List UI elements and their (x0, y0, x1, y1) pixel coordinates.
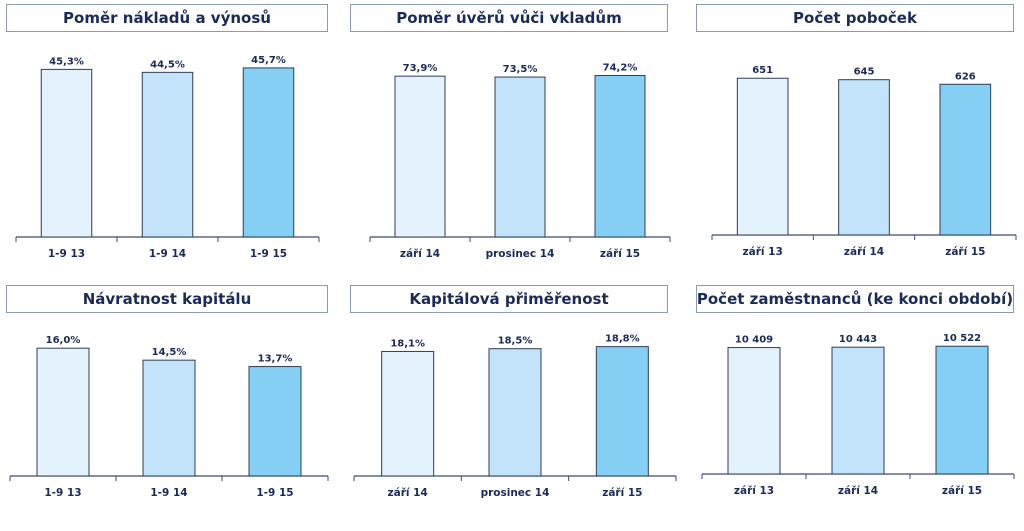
bar (831, 346, 885, 475)
bar (248, 366, 302, 477)
x-tick-label: 1-9 14 (149, 248, 186, 260)
bar (935, 345, 989, 475)
data-label: 18,5% (498, 336, 533, 347)
bar (141, 71, 194, 238)
x-tick-label: prosinec 14 (481, 487, 550, 499)
x-tick-label: září 14 (388, 487, 428, 499)
chart-panel-roe: Návratnost kapitálu 16,0% 1-9 13 14,5% 1-9 … (2, 281, 332, 531)
data-label: 651 (752, 65, 773, 76)
x-tick-label: září 14 (838, 485, 878, 497)
chart-panel-loans-deposits: Poměr úvěrů vůči vkladům 73,9% září 14 73,… (346, 0, 676, 260)
x-tick-label: 1-9 13 (44, 487, 81, 499)
bar (595, 346, 649, 477)
data-label: 13,7% (258, 354, 293, 365)
bar-chart: 45,3% 1-9 13 44,5% 1-9 14 45,7% 1-9 15 (15, 55, 320, 260)
data-label: 645 (854, 67, 875, 78)
x-tick-label: září 13 (743, 246, 783, 258)
bar (488, 348, 542, 477)
bar-chart: 73,9% září 14 73,5% prosinec 14 74,2% září 15 (369, 63, 671, 260)
data-label: 74,2% (603, 63, 638, 74)
bar (494, 76, 546, 238)
bar (142, 359, 196, 477)
bar (594, 75, 646, 238)
bar (381, 350, 435, 477)
chart-title-box: Poměr nákladů a výnosů (6, 4, 328, 32)
data-label: 45,7% (251, 55, 286, 66)
bar (242, 67, 295, 238)
bar-chart: 10 409 září 13 10 443 září 14 10 522 září 15 (701, 333, 1015, 497)
bar (727, 347, 781, 475)
x-tick-label: 1-9 13 (48, 248, 85, 260)
chart-title: Návratnost kapitálu (82, 290, 252, 308)
chart-title: Počet zaměstnanců (ke konci období) (696, 290, 1014, 308)
x-tick-label: září 15 (600, 248, 640, 260)
x-tick-label: září 14 (844, 246, 884, 258)
data-label: 73,5% (503, 64, 538, 75)
bar-chart: 651 září 13 645 září 14 626 září 15 (711, 65, 1017, 258)
x-tick-label: září 15 (942, 485, 982, 497)
bar (736, 77, 789, 236)
data-label: 44,5% (150, 59, 185, 70)
data-label: 626 (955, 71, 976, 82)
bar-chart: 18,1% září 14 18,5% prosinec 14 18,8% září 15 (353, 334, 677, 499)
x-tick-label: prosinec 14 (486, 248, 555, 260)
bar (394, 75, 446, 238)
chart-title-box: Návratnost kapitálu (6, 285, 328, 313)
data-label: 10 522 (943, 333, 981, 344)
chart-title-box: Kapitálová přiměřenost (350, 285, 668, 313)
x-tick-label: září 15 (945, 246, 985, 258)
chart-title-box: Počet zaměstnanců (ke konci období) (696, 285, 1014, 313)
x-tick-label: 1-9 14 (150, 487, 187, 499)
x-tick-label: 1-9 15 (256, 487, 293, 499)
data-label: 45,3% (49, 56, 84, 67)
data-label: 73,9% (403, 63, 438, 74)
chart-title: Počet poboček (793, 9, 917, 27)
x-tick-label: 1-9 15 (250, 248, 287, 260)
data-label: 18,1% (390, 338, 425, 349)
data-label: 10 443 (839, 334, 877, 345)
chart-panel-capital-adequacy: Kapitálová přiměřenost 18,1% září 14 18,5%… (346, 281, 677, 531)
chart-title: Poměr nákladů a výnosů (63, 9, 271, 27)
bar (36, 347, 90, 477)
chart-title-box: Počet poboček (696, 4, 1014, 32)
bar-chart: 16,0% 1-9 13 14,5% 1-9 14 13,7% 1-9 15 (9, 335, 329, 499)
data-label: 14,5% (152, 347, 187, 358)
x-tick-label: září 15 (602, 487, 642, 499)
chart-panel-branches: Počet poboček 651 září 13 645 září 14 626 zář… (692, 0, 1022, 258)
chart-title: Kapitálová přiměřenost (409, 290, 609, 308)
bar (939, 83, 992, 236)
bar (838, 79, 890, 236)
chart-panel-cost-income: Poměr nákladů a výnosů 45,3% 1-9 13 44,5% 1… (2, 0, 332, 260)
chart-title: Poměr úvěrů vůči vkladům (396, 9, 622, 27)
x-tick-label: září 14 (400, 248, 440, 260)
chart-title-box: Poměr úvěrů vůči vkladům (350, 4, 668, 32)
data-label: 18,8% (605, 334, 640, 345)
data-label: 16,0% (46, 335, 81, 346)
data-label: 10 409 (735, 335, 773, 346)
bar (40, 68, 93, 238)
x-tick-label: září 13 (734, 485, 774, 497)
chart-panel-employees: Počet zaměstnanců (ke konci období) 10 4… (692, 281, 1022, 531)
